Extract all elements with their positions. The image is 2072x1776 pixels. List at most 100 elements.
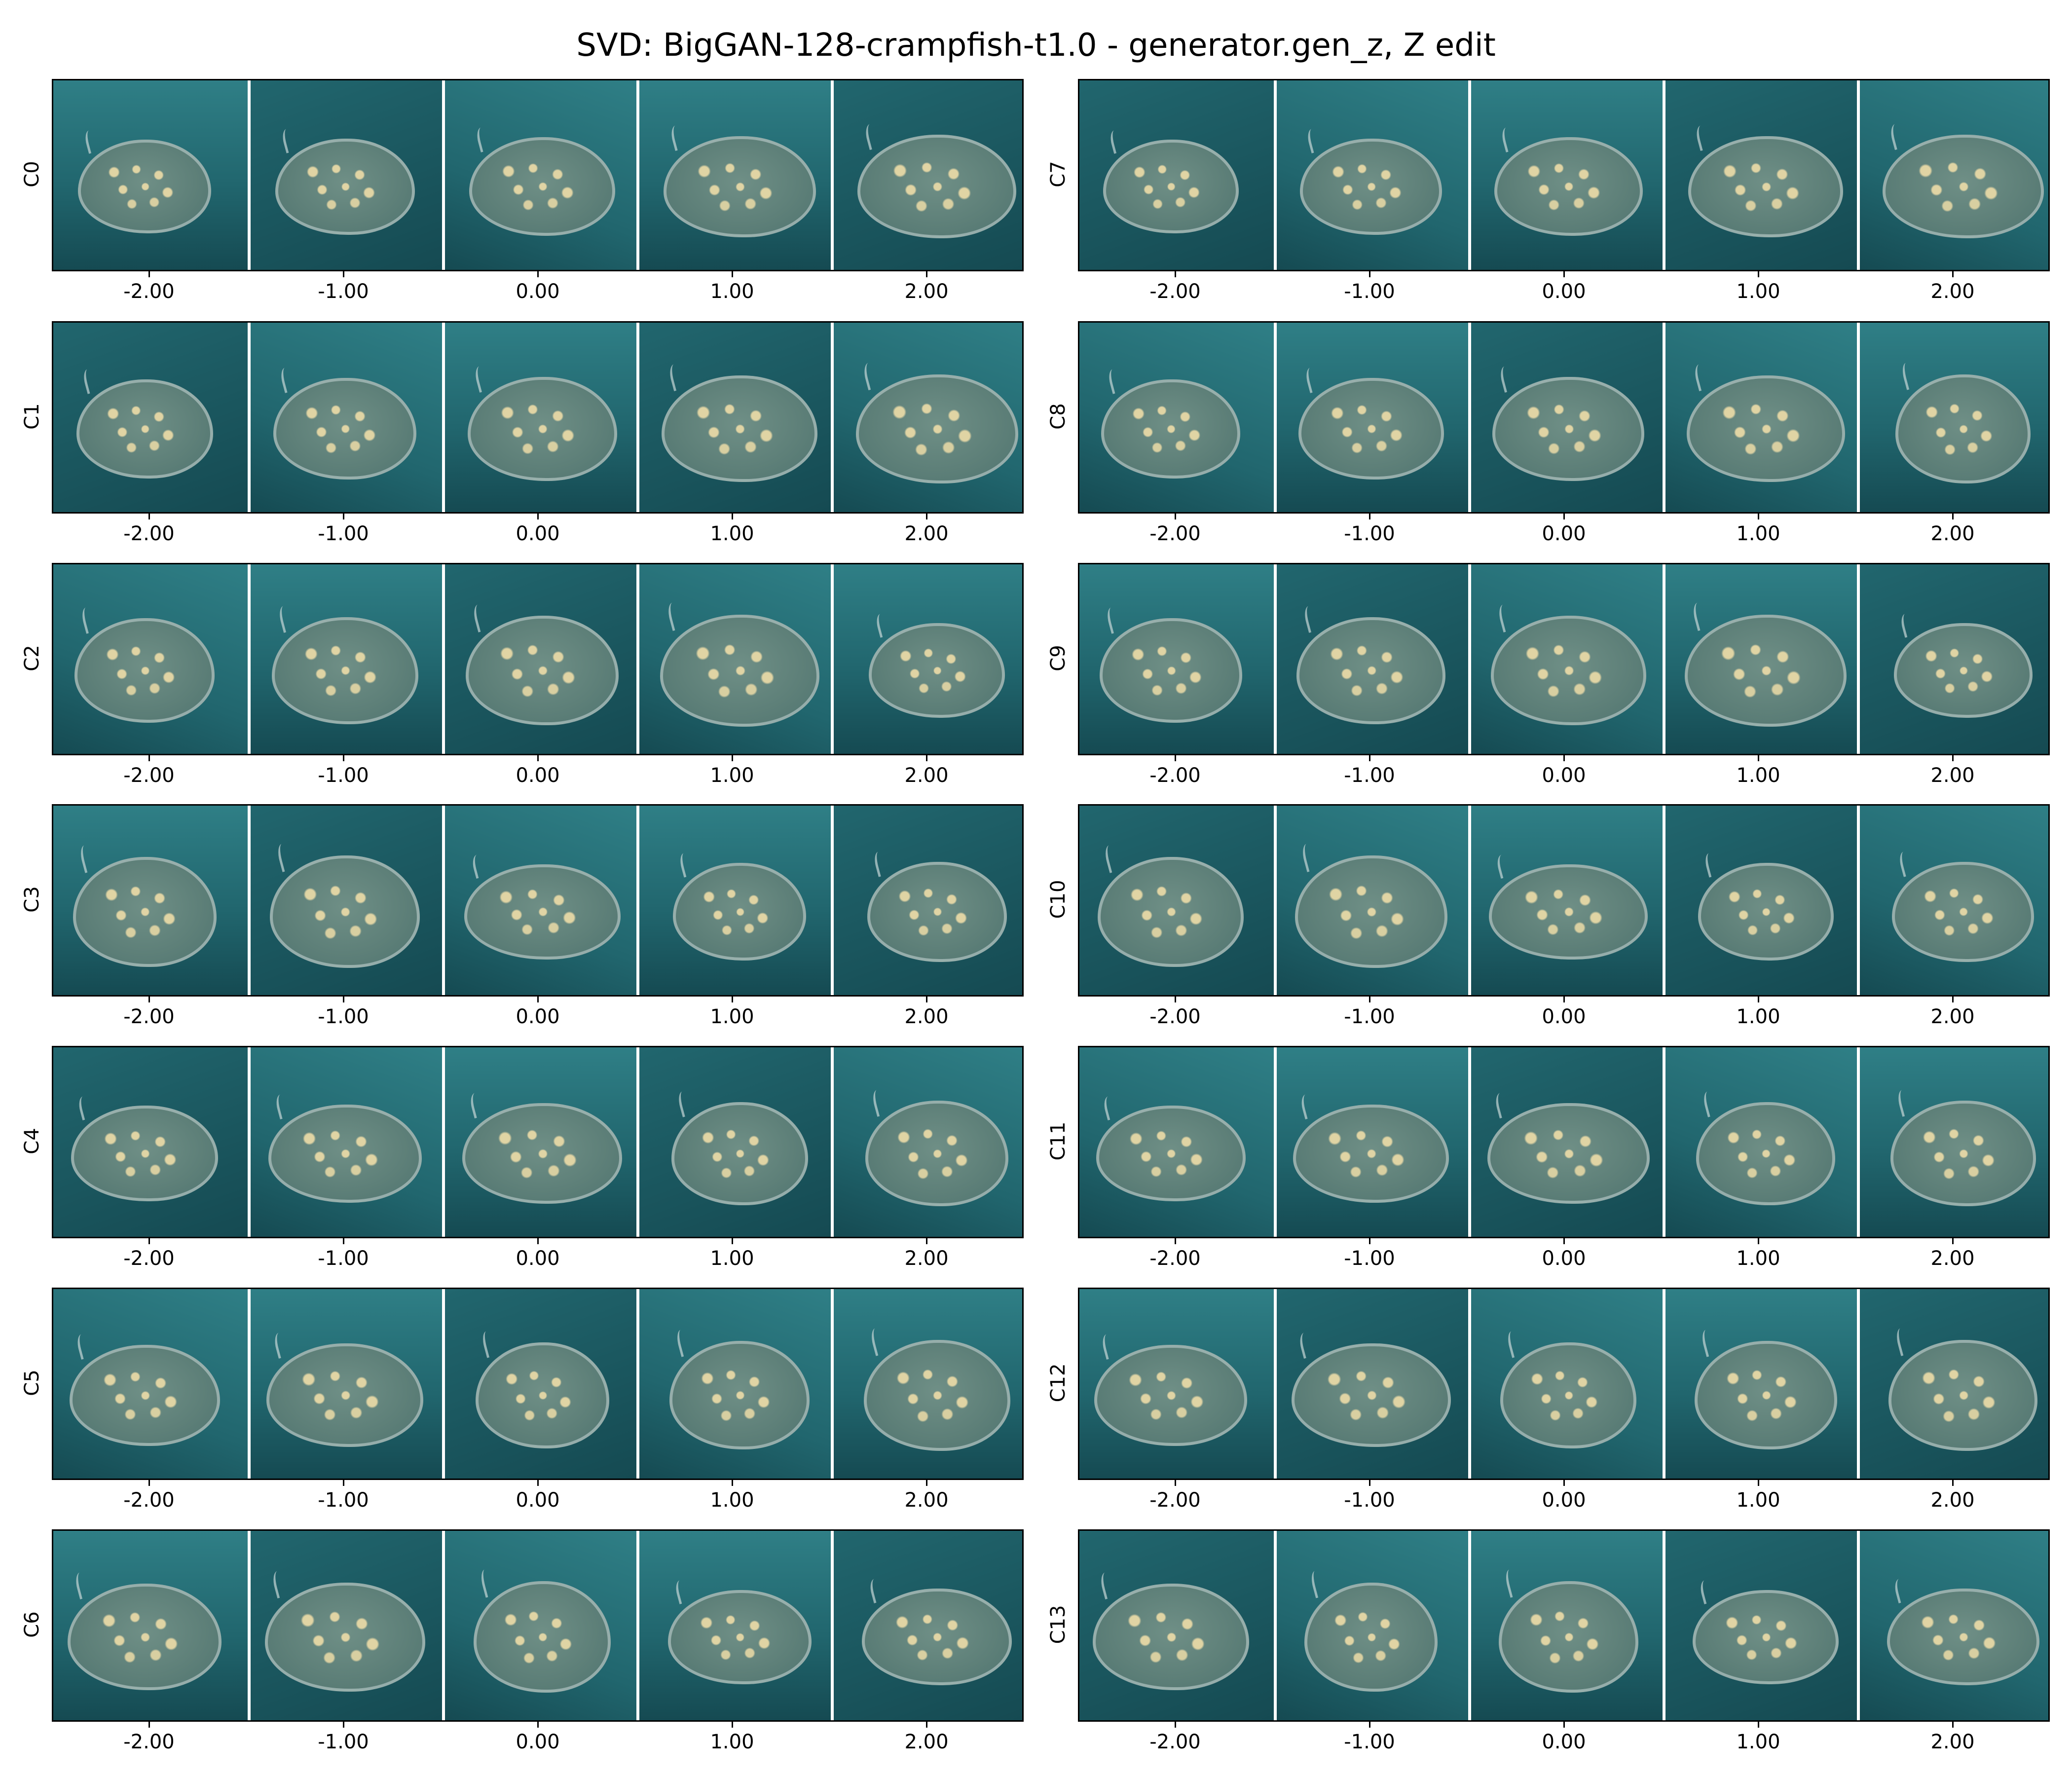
crampfish-ray [1300, 138, 1442, 235]
generated-image [1079, 806, 1274, 995]
tick-mark [343, 1722, 344, 1728]
tick-label: 1.00 [1736, 280, 1780, 303]
tick-mark [926, 755, 927, 761]
generated-image [831, 80, 1022, 270]
generated-image [1274, 1047, 1468, 1237]
generated-image [1468, 806, 1663, 995]
crampfish-ray [867, 861, 1007, 962]
crampfish-ray [1492, 376, 1644, 481]
tick-label: 1.00 [1736, 1489, 1780, 1512]
tick-mark [1758, 1722, 1759, 1728]
tick-label: -2.00 [1149, 280, 1201, 303]
crampfish-ray [662, 375, 817, 482]
generated-image [1079, 564, 1274, 754]
tick-label: -2.00 [123, 1247, 175, 1270]
tick-label: 0.00 [516, 1489, 560, 1512]
generated-image [1468, 80, 1663, 270]
row-label: C4 [21, 1128, 43, 1154]
generated-image [1468, 564, 1663, 754]
crampfish-ray [73, 856, 217, 967]
tick-label: 1.00 [1736, 1005, 1780, 1028]
tick-label: -1.00 [1344, 764, 1395, 787]
tick-label: 2.00 [1930, 1247, 1975, 1270]
tick-mark [926, 997, 927, 1002]
tick-mark [926, 514, 927, 519]
crampfish-ray [869, 623, 1005, 718]
tick-mark [926, 1238, 927, 1244]
generated-image [1663, 806, 1857, 995]
tick-mark [148, 755, 150, 761]
tick-mark [926, 1480, 927, 1486]
crampfish-ray [667, 1590, 812, 1684]
row-label: C13 [1047, 1605, 1070, 1644]
crampfish-ray [275, 138, 415, 235]
tick-label: 1.00 [710, 1005, 754, 1028]
tick-label: -1.00 [318, 1489, 369, 1512]
generated-image [442, 1289, 636, 1479]
generated-image [1857, 1531, 2048, 1720]
crampfish-ray [475, 1342, 609, 1448]
generated-image [248, 80, 442, 270]
tick-mark [1563, 1722, 1565, 1728]
tick-label: 0.00 [1542, 1731, 1586, 1753]
crampfish-ray [1685, 614, 1847, 727]
tick-label: 2.00 [904, 764, 949, 787]
crampfish-ray [857, 135, 1016, 238]
crampfish-ray [1298, 378, 1444, 480]
crampfish-ray [271, 617, 418, 724]
tick-mark [1175, 997, 1176, 1002]
tick-label: 1.00 [1736, 1247, 1780, 1270]
tick-label: 0.00 [1542, 1489, 1586, 1512]
generated-image [442, 80, 636, 270]
tick-label: -1.00 [1344, 522, 1395, 545]
crampfish-ray [855, 374, 1018, 483]
generated-image [1663, 1047, 1857, 1237]
generated-image [831, 1289, 1022, 1479]
crampfish-ray [1693, 1590, 1839, 1684]
generated-image [1079, 1531, 1274, 1720]
tick-mark [1369, 1238, 1370, 1244]
tick-mark [1369, 755, 1370, 761]
tick-mark [926, 1722, 927, 1728]
tick-mark [1369, 997, 1370, 1002]
tick-mark [537, 997, 539, 1002]
row-label: C5 [21, 1369, 43, 1396]
tick-mark [1758, 997, 1759, 1002]
generated-image [831, 1047, 1022, 1237]
generated-image [1079, 1047, 1274, 1237]
generated-image [831, 1531, 1022, 1720]
generated-image [53, 1531, 248, 1720]
edit-row-panel [1078, 321, 2050, 514]
tick-label: 1.00 [710, 280, 754, 303]
tick-mark [148, 1238, 150, 1244]
crampfish-ray [671, 1102, 808, 1205]
tick-label: 0.00 [516, 1005, 560, 1028]
tick-label: 0.00 [1542, 280, 1586, 303]
tick-label: 2.00 [904, 1005, 949, 1028]
edit-row-panel [52, 79, 1024, 271]
crampfish-ray [464, 864, 621, 960]
edit-row-panel [52, 1288, 1024, 1480]
tick-mark [1175, 1480, 1176, 1486]
generated-image [636, 1289, 831, 1479]
crampfish-ray [1500, 1342, 1636, 1448]
tick-mark [1758, 1238, 1759, 1244]
tick-mark [1175, 271, 1176, 277]
tick-mark [343, 755, 344, 761]
crampfish-ray [466, 616, 619, 725]
row-label: C9 [1047, 645, 1070, 671]
tick-mark [343, 997, 344, 1002]
crampfish-ray [71, 1106, 218, 1201]
row-label: C12 [1047, 1363, 1070, 1403]
tick-mark [1563, 1238, 1565, 1244]
generated-image [1857, 1289, 2048, 1479]
generated-image [831, 323, 1022, 512]
tick-mark [1952, 271, 1954, 277]
generated-image [831, 806, 1022, 995]
generated-image [53, 323, 248, 512]
row-label: C8 [1047, 403, 1070, 430]
generated-image [53, 806, 248, 995]
tick-label: 0.00 [516, 280, 560, 303]
tick-mark [1952, 1480, 1954, 1486]
tick-label: -2.00 [1149, 522, 1201, 545]
